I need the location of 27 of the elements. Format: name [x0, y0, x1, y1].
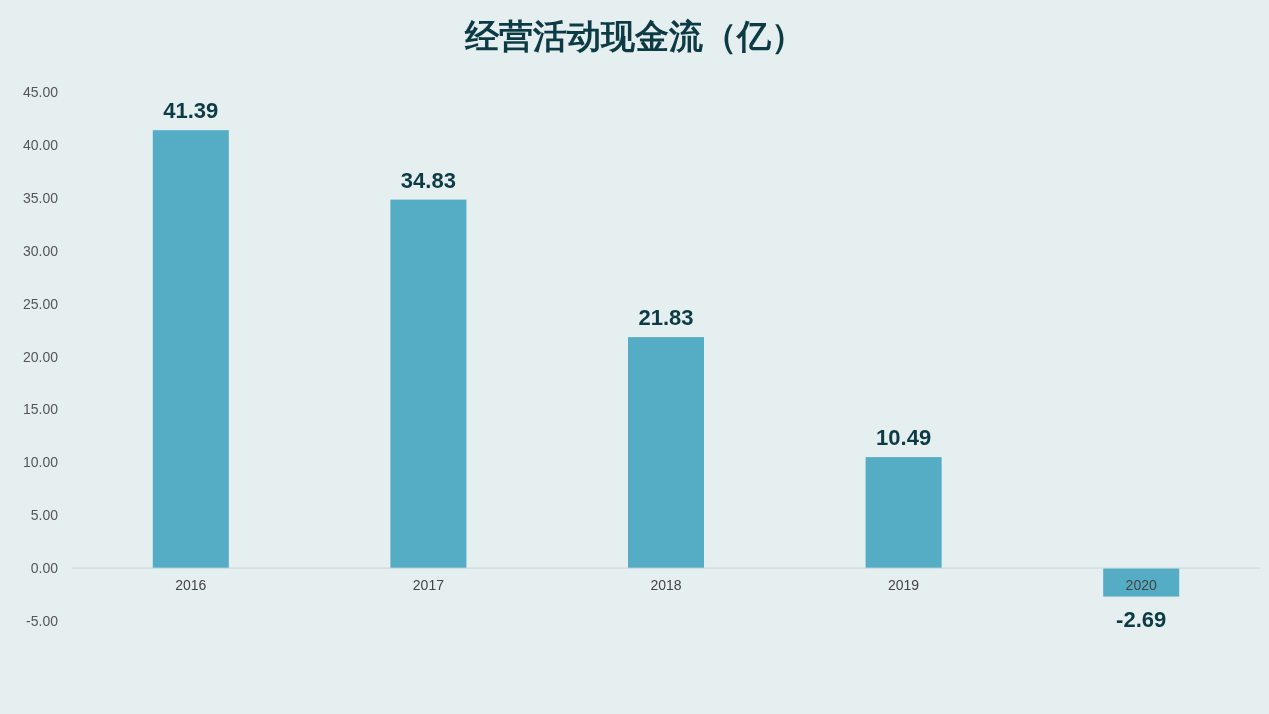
x-tick-label: 2016 [175, 577, 207, 594]
data-label: -2.69 [1116, 606, 1167, 632]
data-label: 34.83 [400, 167, 456, 193]
bar [627, 337, 705, 569]
y-tick-label: 20.00 [22, 348, 59, 365]
y-tick-label: 25.00 [22, 295, 59, 312]
x-tick-label: 2018 [650, 577, 682, 594]
bar [1103, 568, 1180, 597]
y-tick-label: 45.00 [22, 84, 59, 100]
chart-title: 经营活动现金流（亿） [463, 17, 805, 55]
data-label: 10.49 [876, 425, 932, 451]
y-tick-label: 35.00 [22, 189, 59, 206]
y-tick-label: 5.00 [30, 507, 59, 524]
y-tick-label: 15.00 [22, 401, 59, 418]
bar [152, 130, 229, 569]
data-label: 41.39 [163, 98, 219, 124]
y-tick-label: -5.00 [26, 613, 59, 629]
x-tick-label: 2019 [888, 577, 920, 594]
y-tick-label: 40.00 [22, 136, 59, 153]
data-label: 21.83 [638, 305, 694, 331]
x-tick-label: 2017 [412, 577, 445, 594]
y-tick-label: 30.00 [22, 242, 59, 259]
y-tick-label: 10.00 [22, 454, 59, 471]
x-tick-label: 2020 [1125, 577, 1157, 594]
bar [390, 199, 467, 569]
bar [865, 457, 942, 569]
y-tick-label: 0.00 [30, 560, 59, 577]
